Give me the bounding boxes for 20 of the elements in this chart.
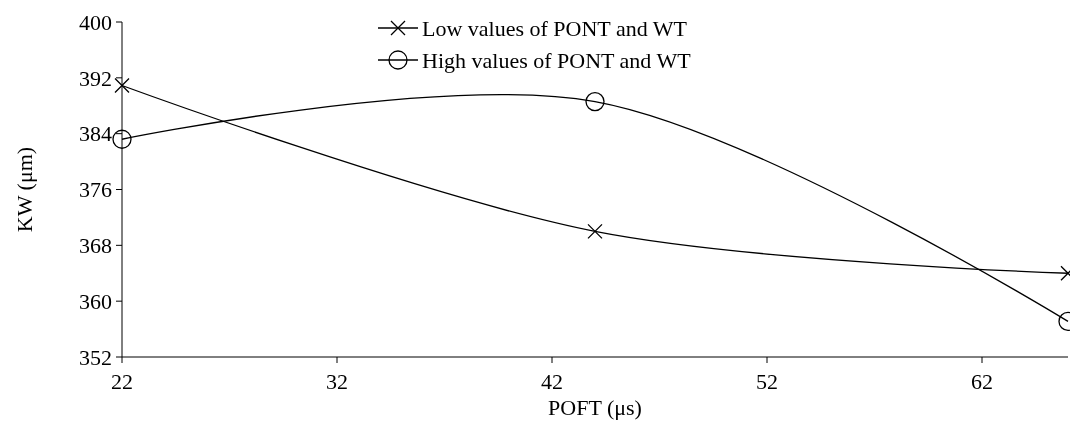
- x-tick-label: 62: [971, 369, 993, 394]
- y-tick-label: 368: [79, 233, 112, 259]
- y-tick-label: 376: [79, 177, 112, 203]
- x-tick-label: 52: [756, 369, 778, 394]
- x-axis-title: POFT (μs): [548, 395, 642, 420]
- y-tick-label: 360: [79, 288, 112, 314]
- y-tick-label: 384: [79, 121, 112, 147]
- x-tick-label: 42: [541, 369, 563, 394]
- y-tick-label: 392: [79, 65, 112, 91]
- y-tick-label: 400: [79, 9, 112, 35]
- legend-label: Low values of PONT and WT: [422, 15, 688, 41]
- point: [112, 129, 132, 149]
- y-axis-title: KW (μm): [12, 146, 37, 233]
- point: [114, 77, 130, 94]
- x-tick-label: 22: [111, 369, 133, 394]
- x-tick-label: 32: [326, 369, 348, 394]
- legend-label: High values of PONT and WT: [422, 47, 692, 73]
- point: [585, 91, 605, 112]
- point: [587, 223, 603, 240]
- y-tick-label: 352: [79, 344, 112, 370]
